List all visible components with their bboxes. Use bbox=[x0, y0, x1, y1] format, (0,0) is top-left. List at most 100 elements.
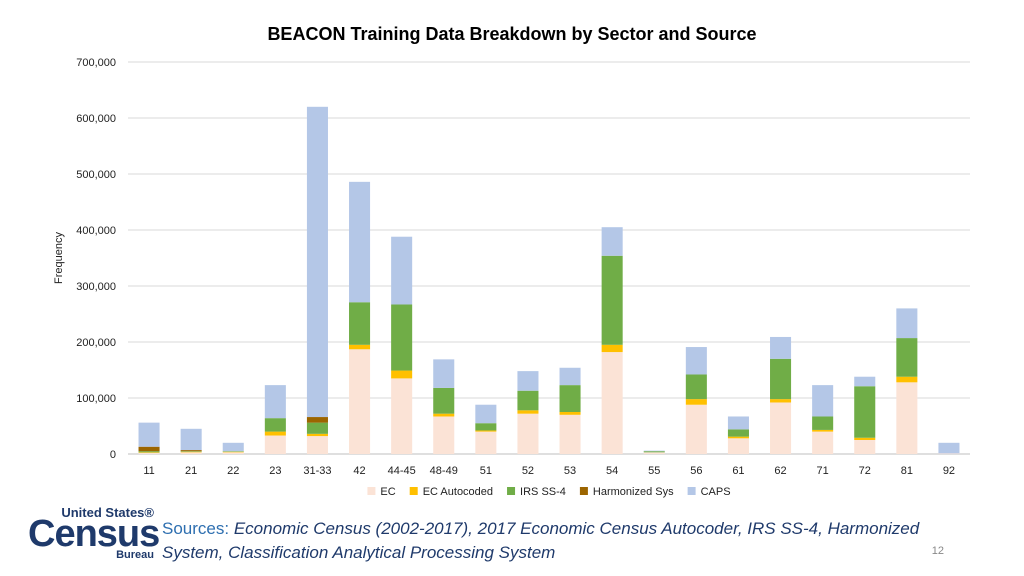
bar-segment bbox=[727, 438, 749, 454]
gridlines bbox=[128, 61, 970, 455]
logo-united-states: United States® bbox=[61, 505, 154, 520]
x-tick-label: 22 bbox=[227, 465, 239, 477]
bar-segment bbox=[475, 430, 497, 432]
bar-segment bbox=[433, 416, 455, 454]
bar-segment bbox=[306, 106, 328, 418]
chart: BEACON Training Data Breakdown by Sector… bbox=[53, 24, 970, 498]
bar-segment bbox=[138, 446, 160, 452]
y-tick-label: 700,000 bbox=[76, 57, 116, 69]
legend-label: EC Autocoded bbox=[423, 486, 493, 498]
bar-segment bbox=[222, 451, 244, 453]
bar-segment bbox=[727, 436, 749, 439]
bar-segment bbox=[517, 413, 539, 454]
bar-segment bbox=[222, 451, 244, 452]
bar-segment bbox=[770, 358, 792, 400]
legend-label: IRS SS-4 bbox=[520, 486, 566, 498]
y-tick-label: 200,000 bbox=[76, 337, 116, 349]
x-tick-label: 42 bbox=[353, 465, 365, 477]
bar-segment bbox=[643, 450, 665, 452]
bar-segment bbox=[770, 402, 792, 454]
y-tick-label: 600,000 bbox=[76, 113, 116, 125]
bar-segment bbox=[938, 453, 960, 454]
bar-segment bbox=[854, 376, 876, 387]
legend-swatch bbox=[409, 487, 418, 495]
y-tick-label: 300,000 bbox=[76, 281, 116, 293]
bar-segment bbox=[938, 442, 960, 454]
bar-segment bbox=[222, 442, 244, 452]
bar-segment bbox=[854, 437, 876, 440]
bar-segment bbox=[685, 374, 707, 400]
legend-swatch bbox=[367, 487, 376, 495]
legend-label: Harmonized Sys bbox=[593, 486, 674, 498]
bar-segment bbox=[812, 429, 834, 432]
bar-segment bbox=[138, 452, 160, 453]
legend-label: CAPS bbox=[701, 486, 731, 498]
bar-segment bbox=[391, 304, 413, 371]
bar-segment bbox=[685, 404, 707, 454]
bar-segment bbox=[264, 418, 286, 432]
bar-segment bbox=[517, 371, 539, 391]
bar-segment bbox=[812, 416, 834, 430]
x-tick-label: 56 bbox=[690, 465, 702, 477]
bar-segment bbox=[559, 385, 581, 412]
y-tick-label: 500,000 bbox=[76, 169, 116, 181]
legend: EC EC Autocoded IRS SS-4 Harmonized Sys CAPS bbox=[367, 486, 731, 498]
bar-segment bbox=[812, 385, 834, 417]
x-tick-label: 62 bbox=[774, 465, 786, 477]
bar-segment bbox=[391, 236, 413, 305]
bar-segment bbox=[475, 404, 497, 424]
legend-swatch bbox=[579, 487, 588, 495]
bar-segment bbox=[812, 431, 834, 454]
bar-segment bbox=[601, 227, 623, 256]
bar-segment bbox=[896, 376, 918, 383]
bar-segment bbox=[138, 422, 160, 447]
legend-swatch bbox=[687, 487, 696, 495]
bar-segment bbox=[854, 386, 876, 438]
bar-segment bbox=[601, 344, 623, 353]
bar-segment bbox=[180, 452, 202, 454]
x-tick-label: 44-45 bbox=[388, 465, 416, 477]
x-tick-label: 51 bbox=[480, 465, 492, 477]
bar-segment bbox=[138, 451, 160, 453]
x-tick-label: 81 bbox=[901, 465, 913, 477]
x-tick-label: 31-33 bbox=[303, 465, 331, 477]
sources-text: Economic Census (2002-2017), 2017 Econom… bbox=[162, 519, 920, 562]
x-axis-ticks: 11 21 22 23 31-33 42 44-45 48-49 51 52 53 54 55 56 61 6… bbox=[143, 465, 955, 477]
x-tick-label: 53 bbox=[564, 465, 576, 477]
sources-note: Sources: Economic Census (2002-2017), 20… bbox=[162, 517, 922, 565]
x-tick-label: 71 bbox=[817, 465, 829, 477]
bar-segment bbox=[517, 390, 539, 411]
bar-segment bbox=[770, 399, 792, 403]
bar-segment bbox=[138, 452, 160, 454]
legend-swatch bbox=[507, 487, 516, 495]
bar-segment bbox=[391, 370, 413, 379]
bar-segment bbox=[727, 416, 749, 430]
bar-segment bbox=[264, 435, 286, 454]
y-axis-ticks: 0 100,000 200,000 300,000 400,000 500,000 600,… bbox=[76, 57, 116, 461]
bar-segment bbox=[306, 436, 328, 454]
bar-segment bbox=[264, 385, 286, 419]
logo-bureau: Bureau bbox=[116, 549, 154, 561]
bars bbox=[138, 106, 960, 454]
bar-segment bbox=[391, 378, 413, 454]
bar-segment bbox=[475, 423, 497, 431]
x-tick-label: 54 bbox=[606, 465, 618, 477]
bar-segment bbox=[349, 181, 371, 303]
logo-census: Census bbox=[28, 513, 160, 555]
bar-segment bbox=[433, 359, 455, 388]
bar-segment bbox=[896, 308, 918, 339]
y-axis-label: Frequency bbox=[53, 232, 65, 284]
x-tick-label: 52 bbox=[522, 465, 534, 477]
bar-segment bbox=[517, 410, 539, 414]
bar-segment bbox=[601, 255, 623, 345]
bar-segment bbox=[306, 417, 328, 423]
bar-segment bbox=[854, 440, 876, 454]
bar-segment bbox=[896, 338, 918, 377]
y-tick-label: 100,000 bbox=[76, 393, 116, 405]
page-number: 12 bbox=[931, 545, 944, 557]
bar-segment bbox=[559, 414, 581, 454]
bar-segment bbox=[349, 349, 371, 454]
bar-segment bbox=[180, 450, 202, 452]
bar-segment bbox=[685, 347, 707, 375]
bar-segment bbox=[180, 451, 202, 453]
